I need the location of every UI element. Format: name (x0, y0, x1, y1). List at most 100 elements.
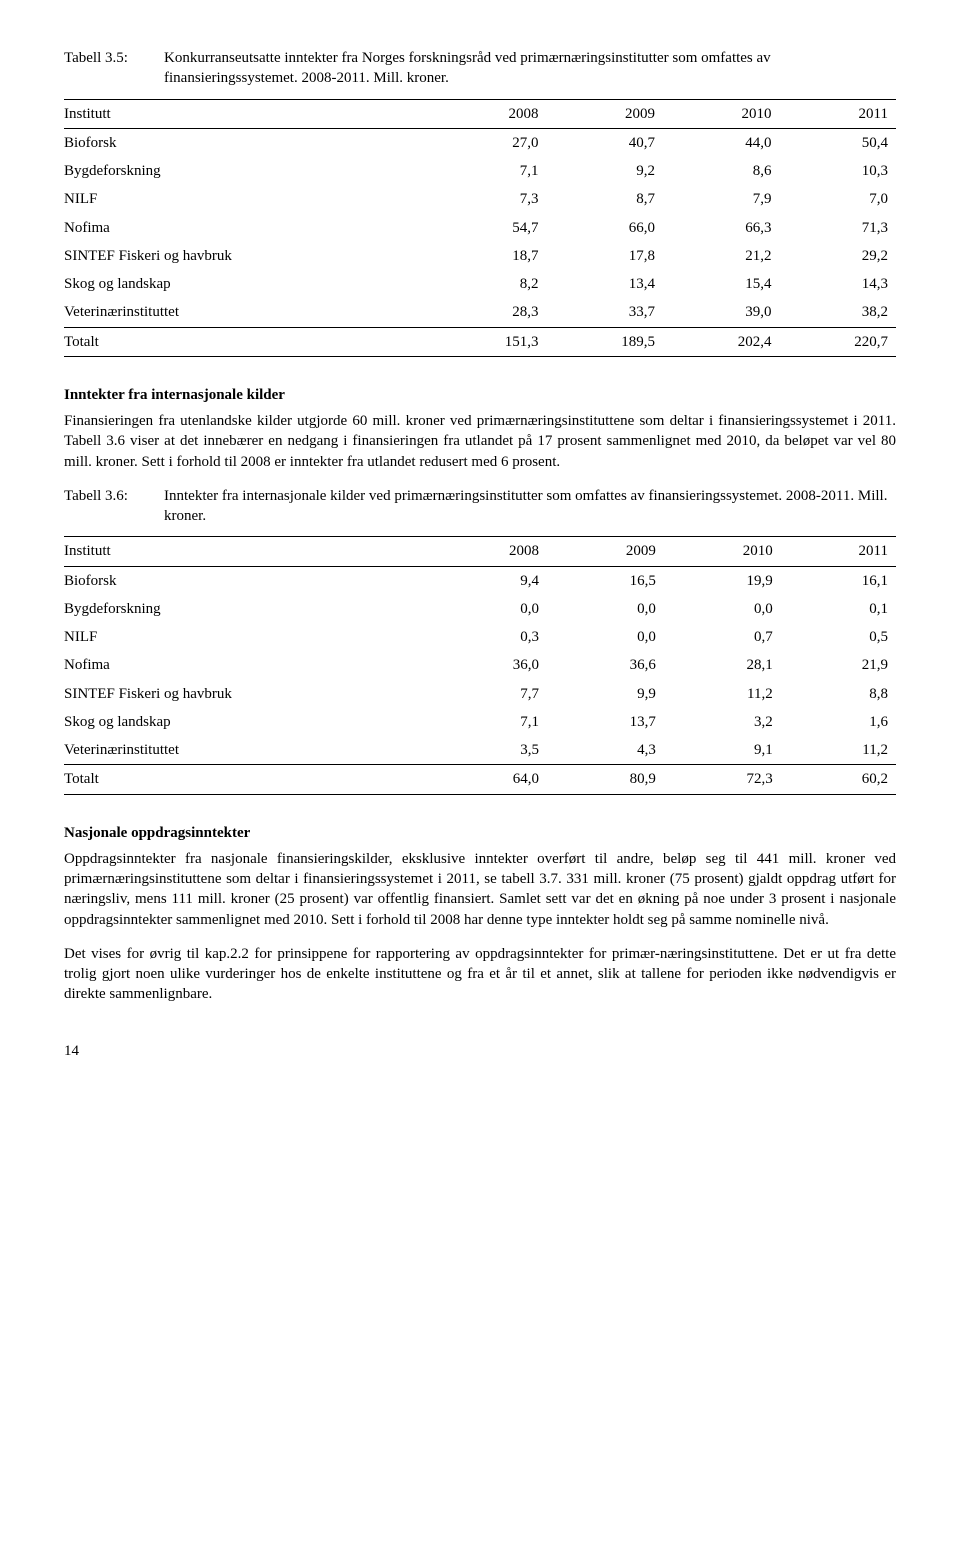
table-3-6-body: Bioforsk9,416,519,916,1Bygdeforskning 0,0… (64, 566, 896, 794)
table-row: NILF0,30,00,70,5 (64, 623, 896, 651)
table-cell: 21,9 (781, 651, 896, 679)
table-cell: Veterinærinstituttet (64, 298, 430, 327)
section-national-paragraph-2: Det vises for øvrig til kap.2.2 for prin… (64, 944, 896, 1005)
table-cell: SINTEF Fiskeri og havbruk (64, 242, 430, 270)
table-3-6-caption-text: Inntekter fra internasjonale kilder ved … (164, 486, 896, 527)
table-cell: NILF (64, 185, 430, 213)
section-heading-national: Nasjonale oppdragsinntekter (64, 823, 896, 843)
table-cell: 33,7 (547, 298, 663, 327)
table-cell: 28,3 (430, 298, 546, 327)
table-cell: 3,5 (430, 736, 547, 765)
table-cell: SINTEF Fiskeri og havbruk (64, 680, 430, 708)
table-cell: 14,3 (779, 270, 896, 298)
table-cell: Bygdeforskning (64, 595, 430, 623)
col-header: 2009 (547, 537, 664, 566)
table-row: SINTEF Fiskeri og havbruk7,79,911,28,8 (64, 680, 896, 708)
table-cell: 36,6 (547, 651, 664, 679)
table-cell: 8,2 (430, 270, 546, 298)
table-row: Bioforsk27,040,744,050,4 (64, 128, 896, 157)
table-row: Veterinærinstituttet3,54,39,111,2 (64, 736, 896, 765)
table-row: Bygdeforskning0,00,00,00,1 (64, 595, 896, 623)
table-cell: 72,3 (664, 765, 781, 794)
table-cell: Nofima (64, 214, 430, 242)
table-cell: 71,3 (779, 214, 896, 242)
section-international-paragraph: Finansieringen fra utenlandske kilder ut… (64, 411, 896, 472)
table-cell: 220,7 (779, 327, 896, 356)
table-cell: 0,3 (430, 623, 547, 651)
table-cell: 0,0 (547, 595, 664, 623)
table-3-5-label: Tabell 3.5: (64, 48, 164, 89)
table-cell: 18,7 (430, 242, 546, 270)
table-cell: 60,2 (781, 765, 896, 794)
table-cell: 7,7 (430, 680, 547, 708)
table-3-5-body: Bioforsk27,040,744,050,4Bygdeforskning7,… (64, 128, 896, 356)
table-cell: 66,0 (547, 214, 663, 242)
table-cell: 8,8 (781, 680, 896, 708)
table-cell: 7,0 (779, 185, 896, 213)
table-cell: 13,4 (547, 270, 663, 298)
col-header: 2010 (663, 99, 779, 128)
section-heading-international: Inntekter fra internasjonale kilder (64, 385, 896, 405)
table-cell: 39,0 (663, 298, 779, 327)
table-cell: 80,9 (547, 765, 664, 794)
table-cell: 202,4 (663, 327, 779, 356)
table-cell: 3,2 (664, 708, 781, 736)
table-cell: 7,1 (430, 708, 547, 736)
table-cell: 4,3 (547, 736, 664, 765)
table-cell: 10,3 (779, 157, 896, 185)
col-header: 2008 (430, 99, 546, 128)
table-cell: 38,2 (779, 298, 896, 327)
table-cell: 0,0 (664, 595, 781, 623)
table-cell: 0,7 (664, 623, 781, 651)
table-cell: Skog og landskap (64, 708, 430, 736)
table-cell: 21,2 (663, 242, 779, 270)
table-row: Bygdeforskning7,19,28,610,3 (64, 157, 896, 185)
col-header: Institutt (64, 99, 430, 128)
table-cell: 8,7 (547, 185, 663, 213)
table-3-6-header-row: Institutt 2008 2009 2010 2011 (64, 537, 896, 566)
table-cell: 11,2 (664, 680, 781, 708)
table-3-6: Institutt 2008 2009 2010 2011 Bioforsk9,… (64, 536, 896, 794)
col-header: 2011 (779, 99, 896, 128)
table-cell: Nofima (64, 651, 430, 679)
table-cell: 66,3 (663, 214, 779, 242)
table-cell: 0,0 (547, 623, 664, 651)
table-row: SINTEF Fiskeri og havbruk18,717,821,229,… (64, 242, 896, 270)
table-cell: 7,9 (663, 185, 779, 213)
col-header: 2011 (781, 537, 896, 566)
table-cell: 7,1 (430, 157, 546, 185)
table-cell: 16,5 (547, 566, 664, 595)
table-cell: 13,7 (547, 708, 664, 736)
col-header: 2008 (430, 537, 547, 566)
table-cell: 9,2 (547, 157, 663, 185)
table-cell: Veterinærinstituttet (64, 736, 430, 765)
table-cell: Totalt (64, 765, 430, 794)
section-national-paragraph-1: Oppdragsinntekter fra nasjonale finansie… (64, 849, 896, 930)
table-3-5-header-row: Institutt 2008 2009 2010 2011 (64, 99, 896, 128)
col-header: Institutt (64, 537, 430, 566)
table-cell: Totalt (64, 327, 430, 356)
table-cell: 11,2 (781, 736, 896, 765)
col-header: 2010 (664, 537, 781, 566)
table-cell: 15,4 (663, 270, 779, 298)
col-header: 2009 (547, 99, 663, 128)
table-cell: 64,0 (430, 765, 547, 794)
table-3-6-caption: Tabell 3.6: Inntekter fra internasjonale… (64, 486, 896, 527)
table-cell: 9,4 (430, 566, 547, 595)
table-cell: 17,8 (547, 242, 663, 270)
table-cell: 0,1 (781, 595, 896, 623)
table-row: NILF7,38,77,97,0 (64, 185, 896, 213)
table-cell: 50,4 (779, 128, 896, 157)
table-row: Bioforsk9,416,519,916,1 (64, 566, 896, 595)
table-3-5-caption: Tabell 3.5: Konkurranseutsatte inntekter… (64, 48, 896, 89)
table-cell: 36,0 (430, 651, 547, 679)
table-row: Totalt64,080,972,360,2 (64, 765, 896, 794)
page-number: 14 (64, 1041, 896, 1061)
table-cell: NILF (64, 623, 430, 651)
table-cell: 44,0 (663, 128, 779, 157)
table-row: Skog og landskap8,213,415,414,3 (64, 270, 896, 298)
table-cell: Bioforsk (64, 128, 430, 157)
table-cell: 1,6 (781, 708, 896, 736)
table-cell: 151,3 (430, 327, 546, 356)
table-cell: 28,1 (664, 651, 781, 679)
